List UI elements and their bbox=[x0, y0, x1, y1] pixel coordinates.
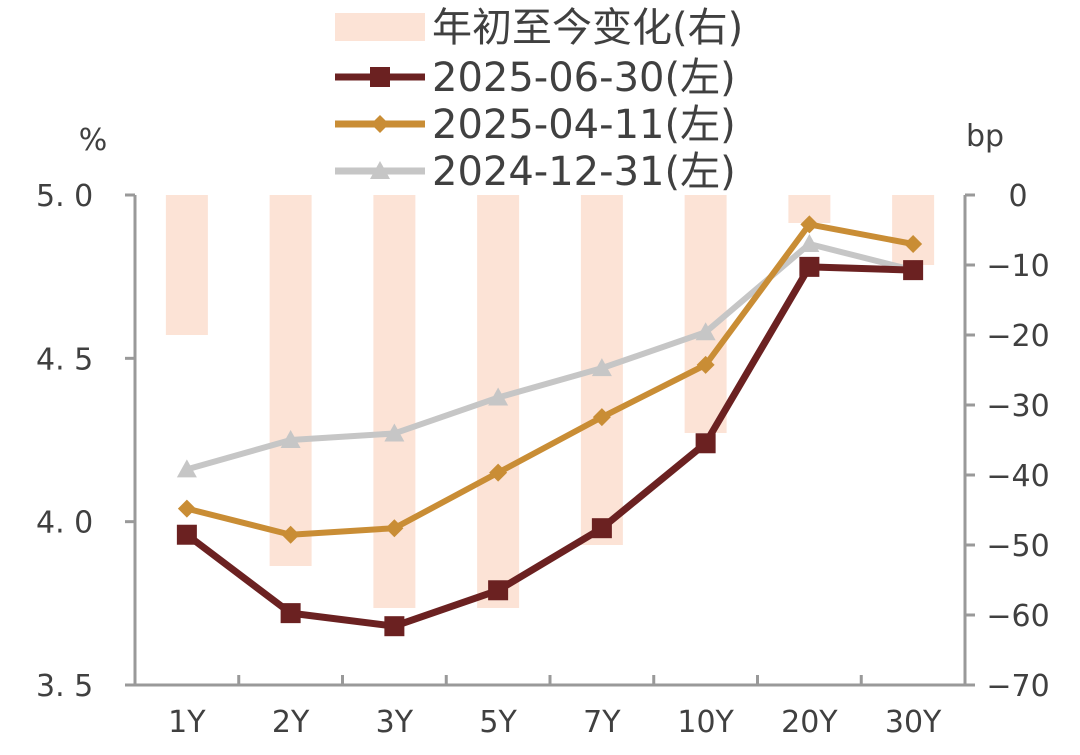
bar-1Y bbox=[165, 195, 208, 335]
x-tick-label: 10Y bbox=[677, 705, 734, 740]
bar-2Y bbox=[269, 195, 312, 566]
legend: 年初至今变化(右)2025-06-30(左)2025-04-11(左)2024-… bbox=[335, 5, 743, 195]
series-line-0 bbox=[184, 263, 914, 630]
series-1-point bbox=[696, 355, 715, 374]
series-2-point bbox=[488, 387, 509, 406]
x-tick-label: 30Y bbox=[885, 705, 942, 740]
legend-swatch-marker bbox=[370, 161, 390, 179]
right-tick-label: −60 bbox=[986, 599, 1049, 634]
x-tick-label: 20Y bbox=[781, 705, 838, 740]
right-tick-label: −50 bbox=[986, 529, 1049, 564]
legend-label: 2025-04-11(左) bbox=[432, 102, 736, 148]
left-tick-label: 3. 5 bbox=[36, 669, 93, 704]
legend-label: 2025-06-30(左) bbox=[432, 55, 736, 101]
x-tick-label: 5Y bbox=[479, 705, 517, 740]
right-tick-label: −30 bbox=[986, 389, 1049, 424]
series-2-point bbox=[176, 459, 197, 478]
series-0-point bbox=[176, 524, 197, 545]
right-tick-label: −40 bbox=[986, 459, 1049, 494]
series-2-point bbox=[695, 322, 716, 341]
right-tick-label: 0 bbox=[1008, 179, 1027, 214]
right-tick-label: −20 bbox=[986, 319, 1049, 354]
lines-layer bbox=[176, 215, 924, 637]
left-tick-label: 4. 0 bbox=[36, 506, 93, 541]
series-1-point bbox=[489, 463, 508, 482]
series-1-point bbox=[281, 525, 300, 544]
axes-layer bbox=[125, 193, 975, 687]
bar-10Y bbox=[684, 195, 727, 433]
series-0-point bbox=[903, 260, 924, 281]
legend-swatch-bar bbox=[335, 13, 425, 41]
left-axis-unit: % bbox=[79, 123, 108, 158]
series-0-point bbox=[695, 433, 716, 454]
legend-label: 年初至今变化(右) bbox=[432, 5, 743, 51]
series-0-point bbox=[384, 616, 405, 637]
series-1-point bbox=[177, 499, 196, 518]
right-axis-unit: bp bbox=[966, 119, 1004, 154]
bar-3Y bbox=[373, 195, 416, 608]
bar-30Y bbox=[892, 195, 935, 265]
legend-swatch-marker bbox=[370, 67, 390, 87]
left-tick-label: 5. 0 bbox=[36, 179, 93, 214]
x-tick-label: 2Y bbox=[272, 705, 310, 740]
series-0-point bbox=[488, 580, 509, 601]
right-tick-label: −10 bbox=[986, 249, 1049, 284]
series-2-point bbox=[591, 358, 612, 377]
x-tick-label: 7Y bbox=[583, 705, 621, 740]
series-line-1 bbox=[186, 221, 914, 538]
left-tick-label: 4. 5 bbox=[36, 342, 93, 377]
series-2-point bbox=[280, 430, 301, 448]
series-line-2 bbox=[186, 241, 914, 473]
series-1-point bbox=[800, 215, 819, 234]
series-2-point bbox=[384, 423, 405, 442]
series-0-point bbox=[591, 518, 612, 539]
series-2-point bbox=[799, 234, 820, 252]
series-1-point bbox=[592, 408, 611, 427]
series-0-point bbox=[799, 256, 820, 277]
x-tick-label: 3Y bbox=[376, 705, 414, 740]
legend-label: 2024-12-31(左) bbox=[432, 149, 736, 195]
right-tick-label: −70 bbox=[986, 669, 1049, 704]
series-1-point bbox=[904, 235, 923, 253]
x-tick-label: 1Y bbox=[168, 705, 206, 740]
series-0-point bbox=[280, 603, 301, 624]
series-1-point bbox=[385, 519, 404, 538]
legend-swatch-marker bbox=[371, 115, 389, 133]
labels-layer: 5. 0 4. 5 4. 0 3. 5 0 −10 −20 −30 −40 −50 −60 −70 1Y… bbox=[36, 119, 1050, 740]
